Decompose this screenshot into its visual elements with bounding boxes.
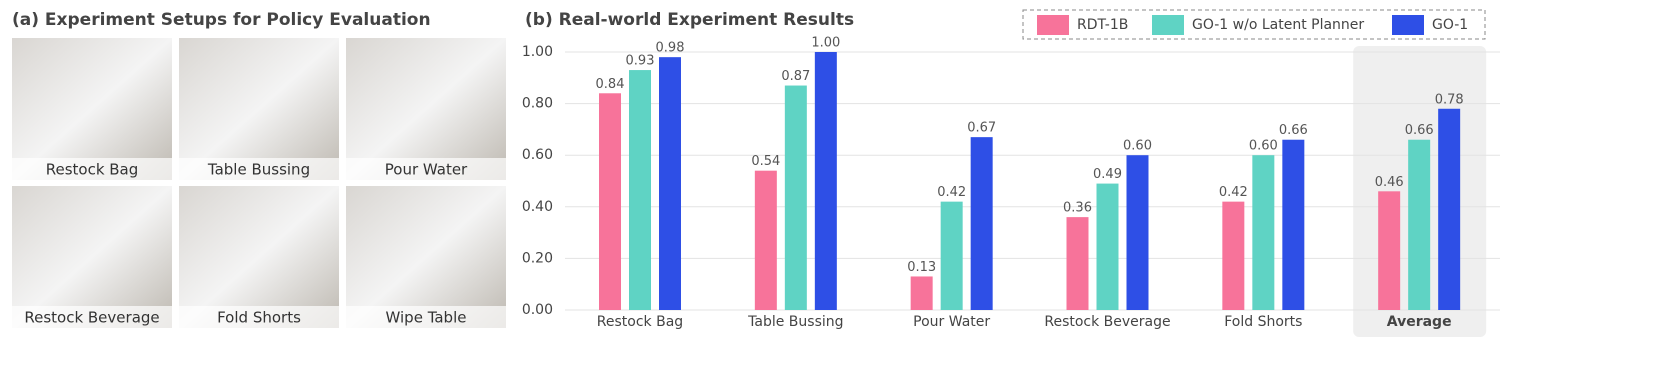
value-label: 0.42: [937, 185, 966, 200]
photo-label: Wipe Table: [386, 309, 467, 327]
bar: [814, 52, 837, 310]
photo-label-bg: [179, 306, 339, 328]
value-label: 0.54: [751, 154, 780, 169]
value-label: 0.46: [1375, 175, 1404, 190]
photo-label-bg: [346, 158, 506, 180]
bar: [599, 93, 621, 310]
panel-a-title: (a) Experiment Setups for Policy Evaluat…: [12, 10, 431, 30]
value-label: 0.84: [596, 77, 625, 92]
value-label: 0.36: [1063, 201, 1092, 216]
chart-title: (b) Real-world Experiment Results: [525, 10, 854, 30]
photo-label-bg: [179, 158, 339, 180]
bar: [970, 137, 993, 310]
photo: [346, 38, 506, 180]
value-label: 0.60: [1123, 139, 1152, 154]
y-tick-label: 0.00: [522, 302, 553, 318]
value-label: 1.00: [811, 36, 840, 51]
bar: [1222, 201, 1245, 310]
bar: [629, 70, 651, 310]
value-label: 0.87: [781, 69, 810, 84]
value-label: 0.66: [1279, 123, 1308, 138]
value-label: 0.13: [907, 260, 936, 275]
photo-label: Fold Shorts: [217, 309, 301, 327]
value-label: 0.66: [1405, 123, 1434, 138]
legend-swatch: [1037, 15, 1069, 35]
photo-label-bg: [12, 306, 172, 328]
legend-label: RDT-1B: [1077, 17, 1128, 33]
legend-box: [1022, 9, 1486, 40]
x-tick-label: Fold Shorts: [1224, 314, 1302, 330]
photo-label-bg: [12, 158, 172, 180]
y-tick-label: 0.80: [522, 96, 553, 112]
photo: [12, 186, 172, 328]
x-tick-label: Average: [1387, 314, 1452, 330]
value-label: 0.42: [1219, 185, 1248, 200]
bar: [754, 170, 777, 310]
legend-label: GO-1: [1432, 17, 1468, 33]
bar: [1438, 108, 1461, 310]
photo: [346, 186, 506, 328]
photo-label: Table Bussing: [207, 161, 310, 179]
bar: [1378, 191, 1401, 310]
value-label: 0.93: [626, 54, 655, 69]
x-tick-label: Restock Beverage: [1044, 314, 1170, 330]
value-label: 0.60: [1249, 139, 1278, 154]
legend-label: GO-1 w/o Latent Planner: [1192, 17, 1364, 33]
value-label: 0.78: [1435, 92, 1464, 107]
photo-label: Restock Bag: [46, 161, 139, 179]
bar: [940, 201, 963, 310]
photo: [179, 38, 339, 180]
photo-label: Pour Water: [385, 161, 468, 179]
x-tick-label: Restock Bag: [597, 314, 683, 330]
bar: [1126, 155, 1149, 310]
x-tick-label: Table Bussing: [747, 314, 843, 330]
y-tick-label: 0.40: [522, 199, 553, 215]
legend-swatch: [1152, 15, 1184, 35]
bar: [1408, 139, 1431, 310]
bar: [1282, 139, 1305, 310]
value-label: 0.49: [1093, 167, 1122, 182]
x-tick-label: Pour Water: [913, 314, 990, 330]
bar: [784, 85, 807, 310]
y-tick-label: 0.60: [522, 147, 553, 163]
legend-swatch: [1392, 15, 1424, 35]
bar: [1252, 155, 1275, 310]
value-label: 0.67: [967, 121, 996, 136]
value-label: 0.98: [656, 41, 685, 56]
y-tick-label: 0.20: [522, 250, 553, 266]
bar: [659, 57, 681, 310]
photo-grid: Restock Bag Table Bussing Pour Water Restoc…: [12, 38, 506, 328]
photo-label-bg: [346, 306, 506, 328]
y-tick-label: 1.00: [522, 44, 553, 60]
photo: [179, 186, 339, 328]
bar: [910, 276, 933, 310]
bar: [1096, 183, 1119, 310]
photo-label: Restock Beverage: [24, 309, 159, 327]
photo: [12, 38, 172, 180]
bar: [1066, 217, 1089, 310]
